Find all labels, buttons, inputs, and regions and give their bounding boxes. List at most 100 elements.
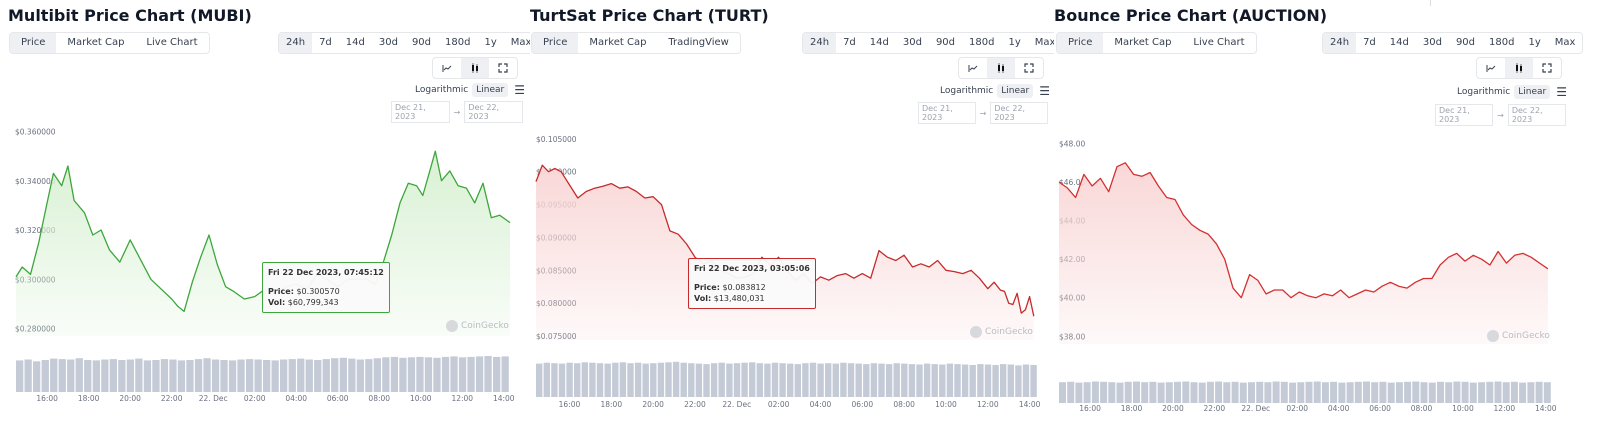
volume-bar	[424, 357, 433, 392]
tab-market-cap[interactable]: Market Cap	[67, 37, 125, 48]
logarithmic-toggle[interactable]: Logarithmic	[415, 85, 469, 95]
linear-toggle[interactable]: Linear	[1514, 85, 1551, 99]
menu-icon[interactable]: ☰	[1039, 84, 1050, 98]
volume-bar	[1486, 381, 1494, 403]
tab-price[interactable]: Price	[10, 33, 57, 53]
range-30d-button[interactable]: 30d	[378, 37, 398, 48]
fullscreen-icon[interactable]	[489, 58, 517, 78]
range-24h-button[interactable]: 24h	[803, 33, 837, 53]
coingecko-logo-icon	[1487, 330, 1499, 342]
x-tick-label: 04:00	[285, 394, 307, 403]
line-chart-icon[interactable]	[1477, 58, 1505, 78]
volume-bar	[710, 363, 718, 397]
range-180d-button[interactable]: 180d	[969, 37, 995, 48]
range-14d-button[interactable]: 14d	[345, 37, 365, 48]
volume-bar	[695, 363, 703, 397]
range-7d-button[interactable]: 7d	[843, 37, 856, 48]
fullscreen-icon[interactable]	[1015, 58, 1043, 78]
range-max-button[interactable]: Max	[1034, 37, 1056, 48]
range-30d-button[interactable]: 30d	[1422, 37, 1442, 48]
range-selector: 24h 7d 14d 30d 90d 180d 1y Max	[1322, 32, 1584, 54]
menu-icon[interactable]: ☰	[1556, 85, 1567, 99]
range-24h-button[interactable]: 24h	[1323, 33, 1357, 53]
volume-bar	[339, 357, 347, 392]
volume-bar	[1030, 365, 1037, 397]
x-tick-label: 04:00	[810, 400, 832, 409]
chart-tabs: Price Market Cap Live Chart	[9, 32, 210, 54]
tooltip-vol: $13,480,031	[713, 294, 765, 303]
candlestick-icon[interactable]	[1505, 58, 1533, 78]
candlestick-icon[interactable]	[987, 58, 1015, 78]
volume-bar	[574, 363, 581, 397]
volume-bar	[407, 357, 416, 392]
range-30d-button[interactable]: 30d	[902, 37, 922, 48]
y-tick-label: $48.00	[1059, 140, 1085, 149]
volume-bar	[543, 362, 550, 397]
volume-bar	[589, 362, 596, 397]
tab-price[interactable]: Price	[532, 33, 579, 53]
tab-live-chart[interactable]: Live Chart	[1193, 37, 1245, 48]
chart-panel-auction: Bounce Price Chart (AUCTION) Price Marke…	[1054, 0, 1584, 435]
tooltip-vol-label: Vol:	[268, 298, 286, 307]
x-tick-label: 20:00	[642, 400, 664, 409]
tab-tradingview[interactable]: TradingView	[668, 37, 729, 48]
volume-bar	[604, 363, 611, 397]
volume-bar	[50, 358, 58, 392]
range-14d-button[interactable]: 14d	[1389, 37, 1409, 48]
range-7d-button[interactable]: 7d	[319, 37, 332, 48]
range-90d-button[interactable]: 90d	[935, 37, 956, 48]
linear-toggle[interactable]: Linear	[472, 83, 509, 97]
menu-icon[interactable]: ☰	[514, 83, 525, 97]
volume-bar	[802, 363, 809, 397]
range-180d-button[interactable]: 180d	[445, 37, 471, 48]
tab-live-chart[interactable]: Live Chart	[146, 37, 198, 48]
range-90d-button[interactable]: 90d	[411, 37, 432, 48]
volume-bar	[787, 363, 794, 397]
range-max-button[interactable]: Max	[1554, 37, 1576, 48]
volume-bar	[832, 363, 839, 397]
range-24h-button[interactable]: 24h	[279, 33, 313, 53]
volume-bar	[596, 363, 604, 397]
price-chart-mubi[interactable]: $0.280000$0.300000$0.320000$0.340000$0.3…	[8, 0, 523, 435]
price-area	[536, 165, 1034, 340]
chart-tooltip: Fri 22 Dec 2023, 03:05:06 Price: $0.0838…	[688, 258, 816, 309]
line-chart-icon[interactable]	[433, 58, 461, 78]
fullscreen-icon[interactable]	[1533, 58, 1561, 78]
price-chart-auction[interactable]: $38.00$40.00$42.00$44.00$46.00$48.0016:0…	[1054, 0, 1566, 435]
volume-bar	[1510, 381, 1518, 403]
price-chart-turt[interactable]: $0.075000$0.080000$0.085000$0.090000$0.0…	[530, 0, 1048, 435]
y-tick-label: $46.00	[1059, 178, 1085, 187]
price-area	[1059, 162, 1548, 344]
volume-bar	[1420, 382, 1428, 403]
range-max-button[interactable]: Max	[510, 37, 532, 48]
range-1y-button[interactable]: 1y	[1008, 37, 1021, 48]
tab-market-cap[interactable]: Market Cap	[589, 37, 647, 48]
range-14d-button[interactable]: 14d	[869, 37, 889, 48]
volume-bar	[1223, 382, 1231, 403]
chart-tabs: Price Market Cap TradingView	[531, 32, 741, 54]
date-to-input[interactable]: Dec 22, 2023	[464, 101, 523, 123]
tab-market-cap[interactable]: Market Cap	[1114, 37, 1172, 48]
range-7d-button[interactable]: 7d	[1363, 37, 1376, 48]
range-180d-button[interactable]: 180d	[1489, 37, 1515, 48]
date-from-input[interactable]: Dec 21, 2023	[391, 101, 450, 123]
logarithmic-toggle[interactable]: Logarithmic	[940, 86, 994, 96]
range-1y-button[interactable]: 1y	[484, 37, 497, 48]
volume-bar	[1289, 382, 1297, 403]
date-from-input[interactable]: Dec 21, 2023	[1435, 104, 1494, 126]
date-from-input[interactable]: Dec 21, 2023	[918, 102, 976, 124]
date-to-input[interactable]: Dec 22, 2023	[990, 102, 1048, 124]
range-90d-button[interactable]: 90d	[1455, 37, 1476, 48]
volume-bar	[1231, 381, 1239, 403]
volume-bar	[1305, 381, 1313, 403]
tab-price[interactable]: Price	[1057, 33, 1104, 53]
volume-bar	[331, 358, 339, 392]
x-tick-label: 06:00	[1369, 404, 1391, 413]
volume-bar	[1133, 381, 1140, 403]
linear-toggle[interactable]: Linear	[997, 84, 1034, 98]
logarithmic-toggle[interactable]: Logarithmic	[1457, 87, 1511, 97]
range-1y-button[interactable]: 1y	[1528, 37, 1541, 48]
line-chart-icon[interactable]	[959, 58, 987, 78]
date-to-input[interactable]: Dec 22, 2023	[1507, 104, 1566, 126]
candlestick-icon[interactable]	[461, 58, 489, 78]
